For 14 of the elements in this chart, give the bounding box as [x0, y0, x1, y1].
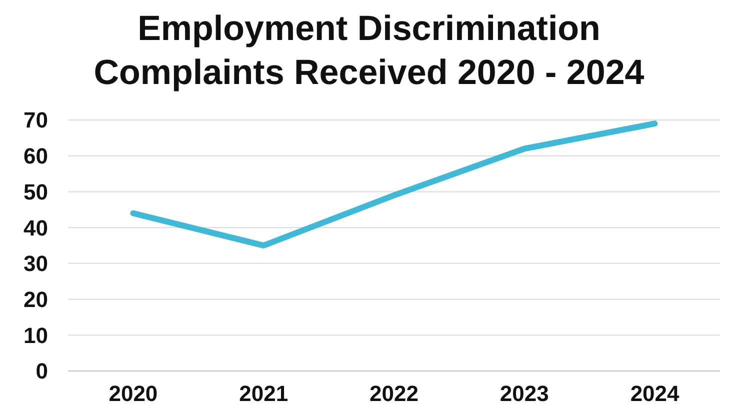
y-tick-label: 20	[24, 286, 48, 312]
y-tick-label: 0	[36, 358, 48, 384]
x-tick-label: 2020	[108, 381, 158, 406]
chart-title: Employment Discrimination Complaints Received 2020 - 2024	[94, 9, 645, 92]
x-tick-label: 2023	[500, 381, 549, 406]
y-tick-label: 30	[24, 251, 48, 276]
y-tick-label: 50	[24, 179, 48, 204]
y-tick-label: 40	[24, 215, 48, 240]
y-tick-label: 70	[24, 108, 48, 133]
y-tick-label: 60	[24, 144, 48, 169]
x-tick-label: 2024	[630, 381, 680, 406]
x-tick-label: 2022	[370, 381, 418, 406]
y-tick-label: 10	[24, 322, 48, 348]
x-tick-label: 2021	[239, 381, 288, 406]
